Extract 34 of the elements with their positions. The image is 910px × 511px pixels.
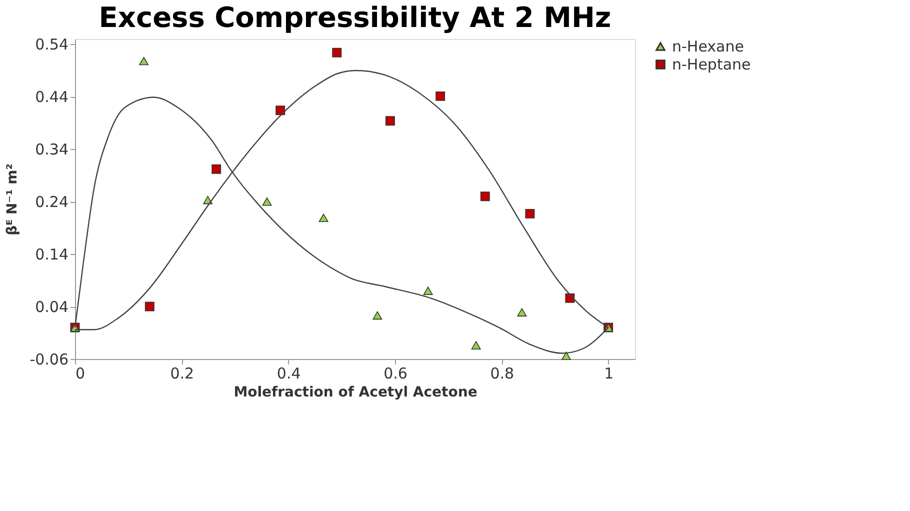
y-tick-label: 0.34 [35,140,68,159]
point [436,91,446,101]
x-tick-label: 0.8 [490,364,514,382]
legend-label: n-Hexane [672,38,744,56]
x-tick-label: 1 [604,364,614,382]
x-tick-label: 0 [76,364,86,382]
y-tick-label: 0.44 [35,88,68,106]
y-tick-label: 0.04 [35,298,68,316]
legend-label: n-Heptane [672,56,751,74]
chart-title: Excess Compressibility At 2 MHz [98,1,612,34]
point [276,106,286,116]
point [480,192,490,202]
y-tick-label: -0.06 [30,350,68,368]
y-tick-label: 0.54 [35,36,68,54]
point [318,214,328,222]
point [385,116,395,126]
point [471,341,481,350]
point [517,308,527,316]
point [423,286,433,295]
point [262,197,272,206]
x-tick-label: 0.4 [276,364,301,382]
point [372,311,382,320]
point [525,208,535,218]
x-tick-label: 0.2 [170,364,194,382]
y-axis-title: βᴱ N⁻¹ m² [4,164,21,236]
x-tick-label: 0.6 [384,364,408,382]
x-axis-title: Molefraction of Acetyl Acetone [234,384,478,400]
point [144,302,154,312]
y-tick-label: 0.24 [35,193,68,212]
point [212,164,222,174]
y-tick-label: 0.14 [35,246,68,264]
point [561,352,571,360]
point [332,48,342,58]
point [139,56,149,66]
